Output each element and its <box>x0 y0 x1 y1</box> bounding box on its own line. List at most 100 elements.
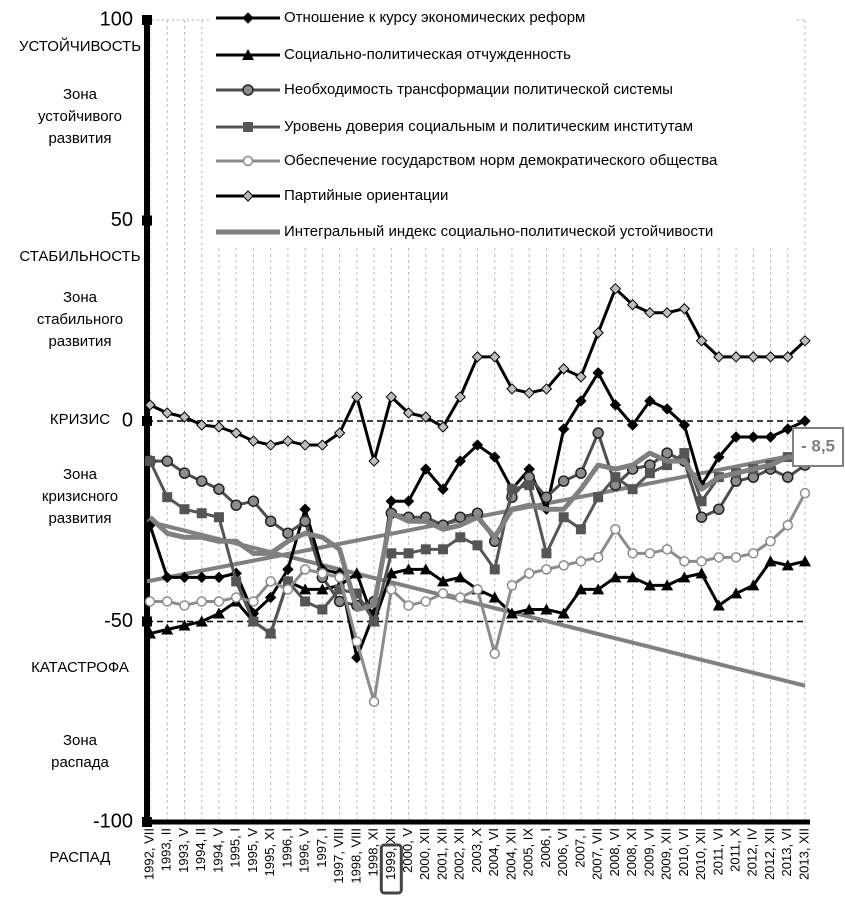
marker <box>644 548 656 559</box>
marker <box>386 584 397 595</box>
legend-label: Социально-политическая отчужденность <box>284 46 571 63</box>
zone-label-line: развития <box>48 130 111 147</box>
marker <box>764 555 777 567</box>
marker <box>540 383 553 395</box>
marker <box>179 600 190 611</box>
marker <box>299 564 311 575</box>
x-tick-label: 2008, XI <box>624 828 639 876</box>
marker <box>144 596 156 607</box>
marker <box>626 419 639 431</box>
zone-label-line: кризисного <box>42 488 118 505</box>
marker <box>557 363 570 375</box>
marker <box>782 471 794 483</box>
marker <box>712 599 725 611</box>
marker <box>420 463 432 475</box>
x-tick-label: 2013, VI <box>779 828 794 876</box>
marker <box>472 584 483 595</box>
marker <box>265 576 276 587</box>
x-tick-label: 1993, II <box>159 828 174 871</box>
marker <box>403 600 414 611</box>
x-tick-label: 2006, VI <box>555 828 570 876</box>
marker <box>299 439 311 451</box>
marker <box>627 484 638 495</box>
x-tick-label: 1997, VIII <box>331 828 346 884</box>
marker <box>299 515 311 527</box>
marker <box>799 335 811 347</box>
marker <box>678 303 691 315</box>
marker <box>385 391 398 403</box>
marker <box>575 395 587 407</box>
marker <box>178 619 191 631</box>
marker <box>627 548 638 559</box>
marker <box>282 563 294 576</box>
marker <box>541 548 552 559</box>
marker <box>351 588 362 599</box>
marker <box>243 122 253 132</box>
marker <box>799 487 811 499</box>
x-tick-label: 2000, V <box>400 828 415 873</box>
x-tick-label: 1994, V <box>210 828 225 873</box>
marker <box>178 411 191 423</box>
marker <box>179 504 190 515</box>
marker <box>369 616 380 627</box>
marker <box>488 591 501 603</box>
marker <box>575 524 586 535</box>
marker <box>592 327 604 339</box>
marker <box>644 307 656 319</box>
x-tick-label: 1996, V <box>297 828 312 873</box>
marker <box>161 455 173 467</box>
marker <box>196 508 207 519</box>
marker <box>696 556 707 567</box>
y-tick <box>142 616 152 627</box>
marker <box>730 351 742 363</box>
legend-label: Уровень доверия социальным и политически… <box>284 118 693 135</box>
marker <box>540 603 553 615</box>
marker <box>695 511 708 523</box>
marker <box>282 527 294 540</box>
marker <box>781 559 794 571</box>
zone-label-line: Зона <box>63 86 98 103</box>
marker <box>799 555 811 567</box>
legend-label: Обеспечение государством норм демократич… <box>284 152 718 169</box>
x-tick-label: 1992, VII <box>141 828 156 880</box>
marker <box>316 439 329 451</box>
marker <box>402 495 415 507</box>
highlight-box <box>379 843 403 895</box>
x-tick-label: 2011, VI <box>710 828 725 875</box>
marker <box>575 556 587 567</box>
marker <box>247 435 260 447</box>
zone-label-line: развития <box>48 510 111 527</box>
marker <box>765 536 776 547</box>
x-tick-label: 2012, XII <box>762 828 777 880</box>
marker <box>524 480 535 491</box>
zone-label-line: Зона <box>63 466 98 483</box>
marker <box>695 567 708 579</box>
marker <box>247 495 260 507</box>
marker <box>230 499 242 511</box>
x-tick-label: 1998, XI <box>366 828 381 876</box>
series-line <box>148 450 805 612</box>
x-tick-label: 1995, I <box>228 828 243 868</box>
zone-label-line: развития <box>48 333 111 350</box>
trend-line <box>146 519 806 688</box>
y-tick <box>142 215 152 226</box>
marker <box>696 496 707 507</box>
zone-label: КРИЗИС <box>50 411 110 428</box>
marker <box>162 492 173 503</box>
marker <box>231 576 242 587</box>
marker <box>282 576 293 587</box>
marker <box>161 407 173 419</box>
marker <box>264 591 277 604</box>
marker <box>626 571 639 583</box>
marker <box>557 423 570 435</box>
marker <box>437 588 449 599</box>
marker <box>144 627 156 639</box>
x-tick-label: 2006, I <box>538 828 553 868</box>
marker <box>242 155 254 167</box>
marker <box>195 475 208 487</box>
marker <box>593 492 604 503</box>
marker <box>662 460 673 471</box>
marker <box>161 623 174 635</box>
marker <box>661 403 673 415</box>
marker <box>609 282 622 295</box>
